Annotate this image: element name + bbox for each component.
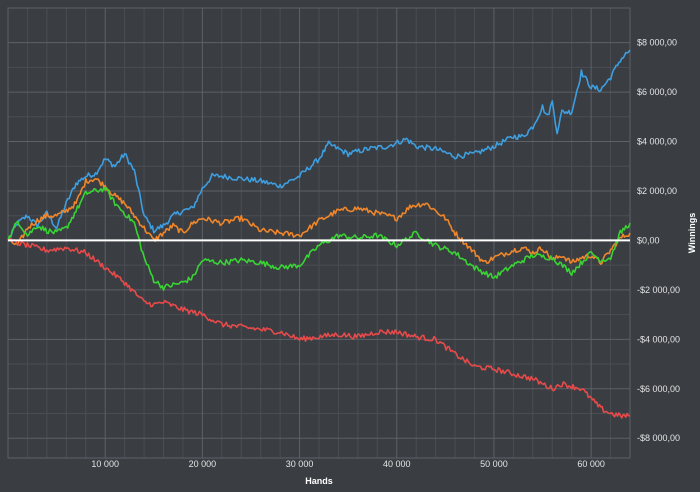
x-tick-label: 20 000 <box>189 459 217 469</box>
series-lines <box>7 49 631 419</box>
y-axis-ticks: $8 000,00 $6 000,00 $4 000,00 $2 000,00 $0,0… <box>637 38 680 444</box>
x-axis-title: Hands <box>305 476 333 486</box>
series-line-4 <box>7 238 631 419</box>
y-tick-label: $8 000,00 <box>637 38 677 48</box>
y-tick-label: -$4 000,00 <box>637 334 680 344</box>
y-axis-title: Winnings <box>687 213 697 253</box>
x-axis-ticks: 10 000 20 000 30 000 40 000 50 000 60 000 <box>91 459 604 469</box>
y-tick-label: $6 000,00 <box>637 87 677 97</box>
x-tick-label: 10 000 <box>91 459 119 469</box>
x-tick-label: 60 000 <box>577 459 605 469</box>
y-tick-label: $2 000,00 <box>637 186 677 196</box>
y-tick-label: -$6 000,00 <box>637 384 680 394</box>
y-tick-label: $4 000,00 <box>637 137 677 147</box>
y-tick-label: $0,00 <box>637 235 660 245</box>
x-tick-label: 50 000 <box>480 459 508 469</box>
series-line-1 <box>7 49 631 241</box>
series-line-3 <box>7 186 631 291</box>
x-tick-label: 30 000 <box>286 459 314 469</box>
y-tick-label: -$2 000,00 <box>637 285 680 295</box>
x-tick-label: 40 000 <box>383 459 411 469</box>
y-tick-label: -$8 000,00 <box>637 433 680 443</box>
